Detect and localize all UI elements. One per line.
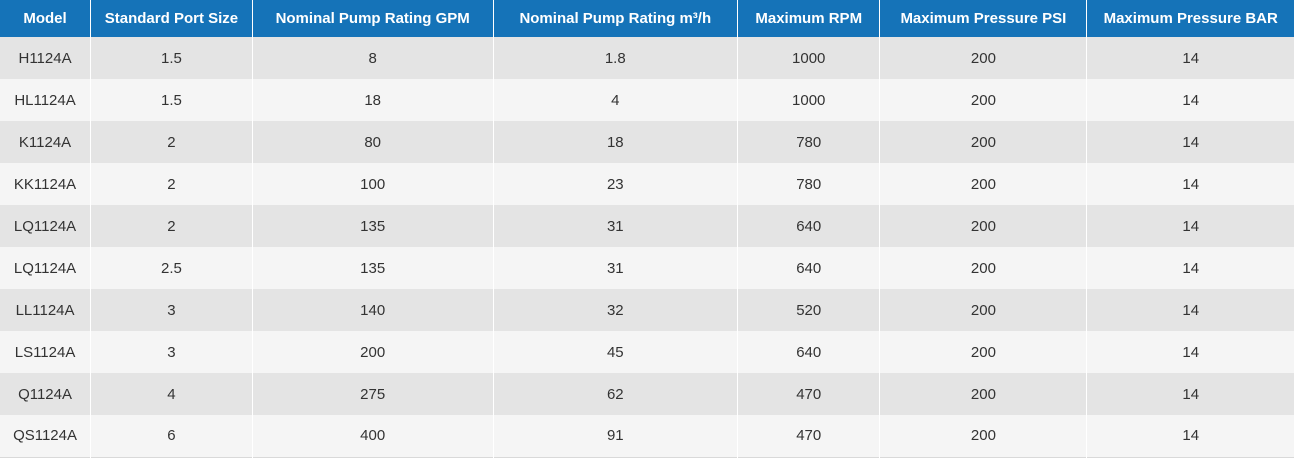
value-cell: 23 [493, 163, 739, 205]
value-cell: 62 [493, 373, 739, 415]
value-cell: 520 [737, 289, 881, 331]
value-cell: 1000 [737, 37, 881, 79]
column-header: Maximum RPM [737, 0, 881, 37]
model-cell: Q1124A [0, 373, 92, 415]
value-cell: 14 [1182, 385, 1200, 403]
value-cell: 14 [1182, 259, 1200, 277]
value-cell: 45 [493, 331, 739, 373]
value-cell: 200 [879, 37, 1088, 79]
value-cell: 200 [879, 415, 1088, 457]
value-cell: 3 [90, 331, 253, 373]
value-cell: 200 [252, 331, 494, 373]
table-row: LQ1124A 2.5 135 31 640 200 14 [0, 247, 1294, 289]
table-row: Q1124A 4 275 62 470 200 14 [0, 373, 1294, 415]
value-cell: 2.5 [90, 247, 253, 289]
value-cell: 200 [879, 205, 1088, 247]
value-cell: 2 [90, 121, 253, 163]
table-header: Model Standard Port Size Nominal Pump Rati… [0, 0, 1294, 37]
value-cell: 18 [493, 121, 739, 163]
value-cell: 200 [879, 289, 1088, 331]
value-cell: 14 [1182, 427, 1200, 445]
model-cell: H1124A [0, 37, 92, 79]
table-body: H1124A 1.5 8 1.8 1000 200 14 HL1124A 1.5 18 4 1000 2… [0, 37, 1294, 457]
value-cell: 31 [493, 247, 739, 289]
value-cell: 780 [737, 163, 881, 205]
value-cell: 1.5 [90, 79, 253, 121]
value-cell: 1.8 [493, 37, 739, 79]
value-cell: 640 [737, 205, 881, 247]
value-cell: 4 [90, 373, 253, 415]
value-cell: 200 [879, 121, 1088, 163]
value-cell: 640 [737, 247, 881, 289]
value-cell: 14 [1182, 133, 1200, 151]
value-cell: 2 [90, 163, 253, 205]
model-cell: LQ1124A [0, 205, 92, 247]
model-cell: K1124A [0, 121, 92, 163]
value-cell: 200 [879, 163, 1088, 205]
model-cell: KK1124A [0, 163, 92, 205]
value-cell: 14 [1182, 49, 1200, 67]
table-row: HL1124A 1.5 18 4 1000 200 14 [0, 79, 1294, 121]
value-cell: 18 [252, 79, 494, 121]
value-cell: 4 [493, 79, 739, 121]
value-cell: 14 [1182, 175, 1200, 193]
value-cell: 31 [493, 205, 739, 247]
value-cell: 32 [493, 289, 739, 331]
value-cell: 275 [252, 373, 494, 415]
value-cell: 14 [1182, 343, 1200, 361]
model-cell: LS1124A [0, 331, 92, 373]
model-cell: HL1124A [0, 79, 92, 121]
value-cell: 640 [737, 331, 881, 373]
value-cell: 6 [90, 415, 253, 457]
value-cell: 3 [90, 289, 253, 331]
column-header: Maximum Pressure BAR [1086, 0, 1294, 37]
column-header: Standard Port Size [90, 0, 253, 37]
model-cell: LQ1124A [0, 247, 92, 289]
column-header: Nominal Pump Rating GPM [252, 0, 494, 37]
value-cell: 100 [252, 163, 494, 205]
table-row: KK1124A 2 100 23 780 200 14 [0, 163, 1294, 205]
value-cell: 14 [1182, 301, 1200, 319]
value-cell: 400 [252, 415, 494, 457]
value-cell: 140 [252, 289, 494, 331]
value-cell: 14 [1182, 91, 1200, 109]
value-cell: 200 [879, 331, 1088, 373]
column-header: Maximum Pressure PSI [879, 0, 1088, 37]
value-cell: 780 [737, 121, 881, 163]
value-cell: 135 [252, 205, 494, 247]
value-cell: 135 [252, 247, 494, 289]
value-cell: 470 [737, 373, 881, 415]
model-cell: LL1124A [0, 289, 92, 331]
value-cell: 470 [737, 415, 881, 457]
table-header-row: Model Standard Port Size Nominal Pump Rati… [0, 0, 1294, 37]
table-row: LS1124A 3 200 45 640 200 14 [0, 331, 1294, 373]
model-cell: QS1124A [0, 415, 92, 457]
value-cell: 8 [252, 37, 494, 79]
table-row: QS1124A 6 400 91 470 200 14 [0, 415, 1294, 457]
value-cell: 200 [879, 247, 1088, 289]
value-cell: 1.5 [90, 37, 253, 79]
value-cell: 80 [252, 121, 494, 163]
column-header: Model [0, 0, 92, 37]
table-row: H1124A 1.5 8 1.8 1000 200 14 [0, 37, 1294, 79]
value-cell: 200 [879, 79, 1088, 121]
table-row: K1124A 2 80 18 780 200 14 [0, 121, 1294, 163]
value-cell: 1000 [737, 79, 881, 121]
value-cell: 91 [493, 415, 739, 457]
value-cell: 2 [90, 205, 253, 247]
table-row: LQ1124A 2 135 31 640 200 14 [0, 205, 1294, 247]
value-cell: 14 [1182, 217, 1200, 235]
table-row: LL1124A 3 140 32 520 200 14 [0, 289, 1294, 331]
value-cell: 200 [879, 373, 1088, 415]
column-header: Nominal Pump Rating m³/h [493, 0, 739, 37]
